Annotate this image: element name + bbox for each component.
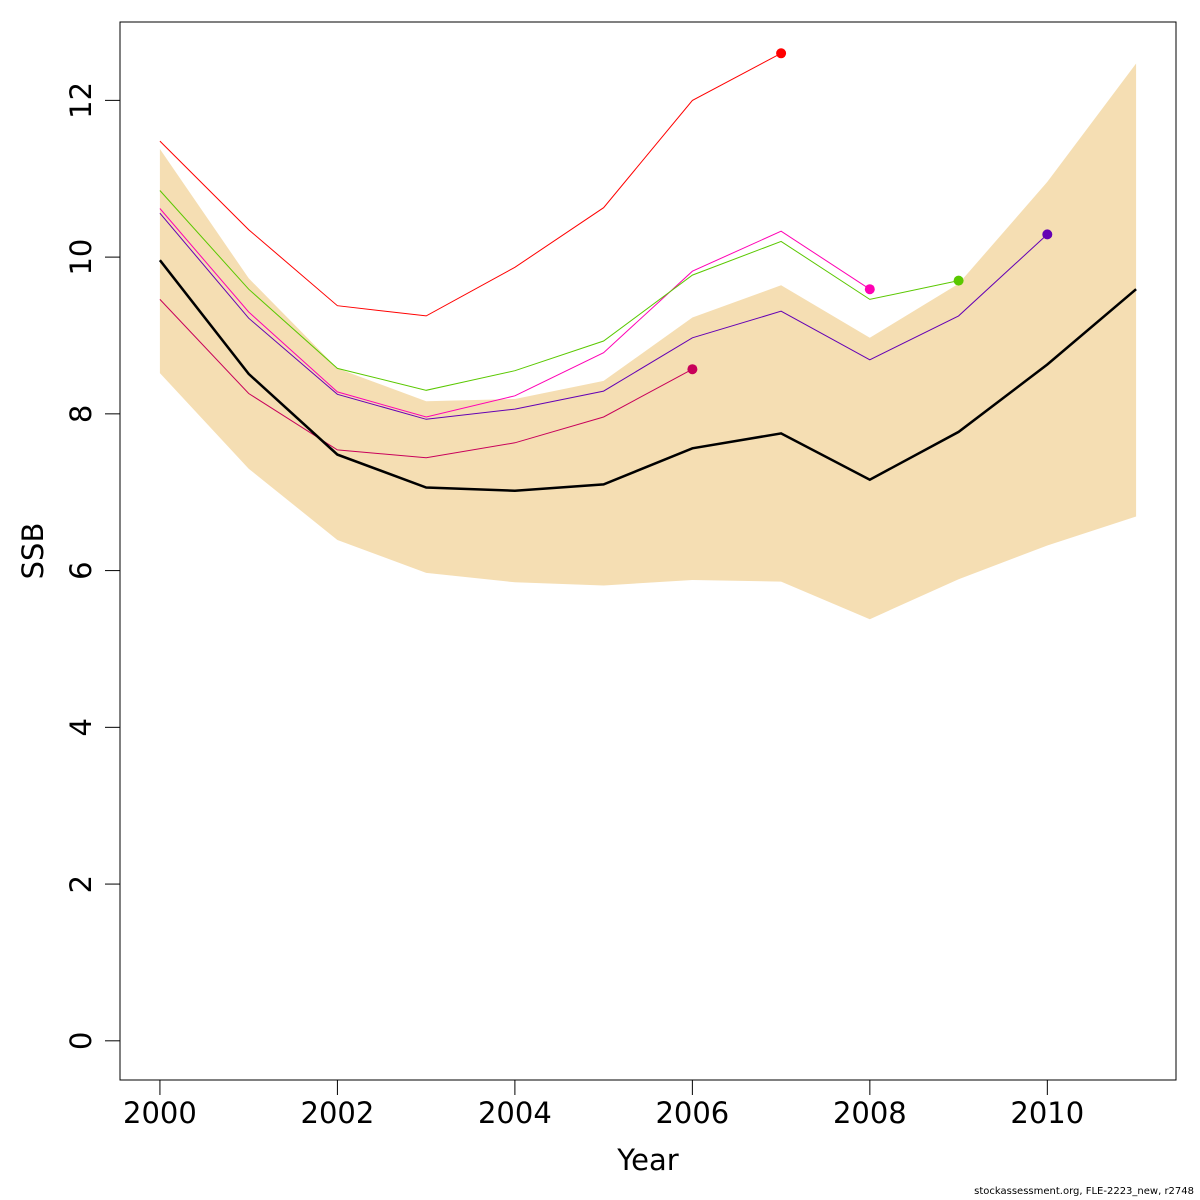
retro-series-line-4 [159,212,1048,420]
x-tick-label: 2000 [123,1096,197,1130]
retro-series-endpoint-4 [1042,229,1053,240]
confidence-band-layer [159,63,1137,620]
y-axis: 0 2 4 6 8 10 12 [64,82,121,1050]
y-tick-label: 12 [64,82,98,119]
y-tick-label: 10 [64,239,98,276]
main-series-line [158,259,1137,492]
x-tick-label: 2010 [1010,1096,1084,1130]
y-tick-label: 8 [64,405,98,423]
retro-series-line-3 [159,190,959,391]
x-axis: 2000 2002 2004 2006 2008 2010 [123,1079,1084,1130]
y-axis-title: SSB [16,523,50,580]
retro-series-line-2 [159,208,871,418]
y-tick-label: 6 [64,561,98,579]
retrospective-series-layer [159,48,1053,459]
x-axis-title: Year [616,1143,678,1177]
footer-credit: stockassessment.org, FLE-2223_new, r2748 [974,1186,1194,1197]
y-tick-label: 4 [64,718,98,736]
retro-series-endpoint-5 [687,364,698,375]
retro-series-endpoint-2 [864,284,875,295]
retro-series-endpoint-1 [776,48,787,59]
x-tick-label: 2004 [478,1096,552,1130]
x-tick-label: 2008 [833,1096,907,1130]
y-tick-label: 2 [64,875,98,893]
x-tick-label: 2002 [301,1096,375,1130]
confidence-band [159,63,1137,620]
x-tick-label: 2006 [655,1096,729,1130]
retro-series-line-1 [159,52,782,317]
retro-series-line-5 [159,299,693,459]
y-tick-label: 0 [64,1032,98,1050]
main-series-layer [158,259,1137,492]
retro-series-endpoint-3 [953,275,964,286]
